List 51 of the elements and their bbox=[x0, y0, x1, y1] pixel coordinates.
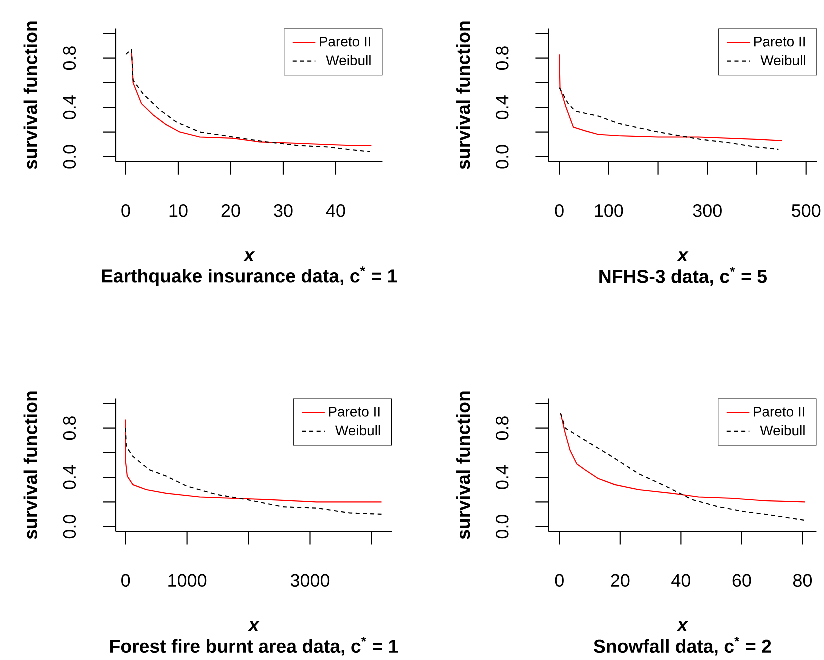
x-tick-label: 40 bbox=[326, 204, 346, 218]
x-tick-label: 20 bbox=[611, 574, 630, 588]
y-axis-title: survival function bbox=[24, 22, 38, 170]
legend-label: Pareto II bbox=[320, 36, 370, 47]
x-tick-label: 0 bbox=[122, 574, 130, 588]
x-tick-label: 3000 bbox=[290, 574, 330, 588]
legend-label: Weibull bbox=[335, 425, 380, 436]
y-tick-label: 0.8 bbox=[63, 416, 76, 440]
text: Earthquake insurance data, c$^{*}$ = 1 bbox=[102, 266, 398, 286]
legend-label: Weibull bbox=[760, 55, 806, 66]
text: NFHS-3 data, c$^{*}$ = 5 bbox=[600, 267, 768, 286]
line-series bbox=[125, 419, 382, 503]
text: Snowfall data, c$^{*}$ = 2 bbox=[594, 636, 772, 656]
x-axis-title: x bbox=[248, 621, 260, 632]
line-series bbox=[559, 87, 780, 150]
y-tick-label: 0.4 bbox=[63, 466, 76, 490]
y-tick-label: 0.0 bbox=[63, 514, 76, 539]
x-tick-label: 0 bbox=[555, 204, 564, 218]
text: Forest fire burnt area data, c$^{*}$ = 1 bbox=[110, 636, 398, 656]
x-tick-label: 500 bbox=[792, 204, 821, 218]
y-tick-label: 0.0 bbox=[496, 514, 509, 539]
y-tick-label: 0.0 bbox=[63, 145, 76, 169]
y-axis-title: survival function bbox=[24, 392, 38, 540]
legend-label: Weibull bbox=[760, 425, 805, 436]
y-tick-label: 0.8 bbox=[496, 416, 509, 440]
legend-label: Weibull bbox=[326, 55, 371, 66]
x-tick-label: 60 bbox=[732, 574, 752, 588]
x-tick-label: 40 bbox=[672, 574, 690, 588]
y-tick-label: 0.0 bbox=[496, 145, 509, 169]
x-axis-title: x bbox=[243, 252, 256, 262]
x-tick-label: 1000 bbox=[168, 574, 207, 588]
x-tick-label: 0 bbox=[555, 574, 564, 588]
x-tick-label: 30 bbox=[274, 204, 293, 218]
y-tick-label: 0.8 bbox=[63, 46, 76, 70]
x-tick-label: 10 bbox=[170, 204, 188, 218]
y-axis-title: survival function bbox=[456, 22, 470, 170]
legend-label: Pareto II bbox=[329, 407, 380, 417]
y-tick-label: 0.4 bbox=[63, 96, 76, 120]
y-tick-label: 0.8 bbox=[496, 46, 509, 70]
y-tick-label: 0.4 bbox=[496, 96, 509, 120]
legend-label: Pareto II bbox=[754, 36, 805, 47]
x-tick-label: 300 bbox=[693, 204, 722, 218]
x-tick-label: 100 bbox=[595, 204, 624, 218]
legend-label: Pareto II bbox=[754, 407, 804, 417]
x-tick-label: 0 bbox=[122, 204, 130, 218]
x-tick-label: 80 bbox=[793, 574, 812, 588]
x-axis-title: x bbox=[676, 621, 689, 632]
y-axis-title: survival function bbox=[456, 392, 470, 540]
x-tick-label: 20 bbox=[222, 204, 240, 218]
y-tick-label: 0.4 bbox=[496, 466, 509, 490]
x-axis-title: x bbox=[676, 252, 689, 262]
